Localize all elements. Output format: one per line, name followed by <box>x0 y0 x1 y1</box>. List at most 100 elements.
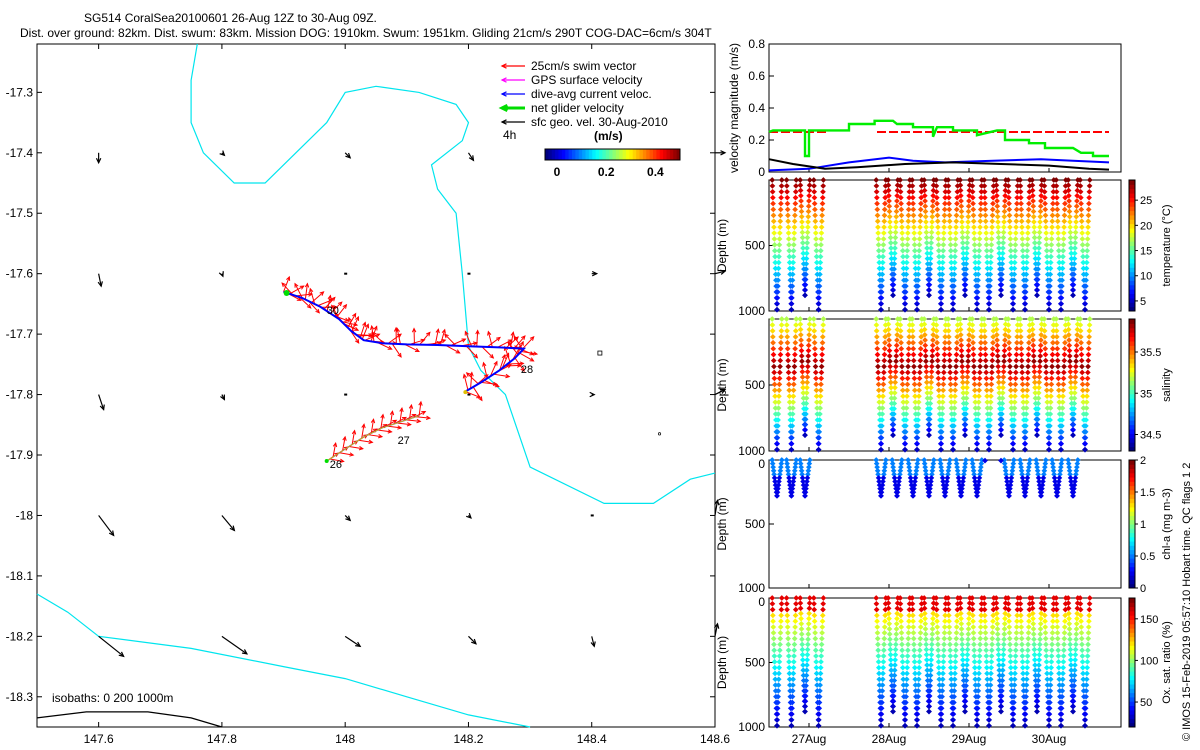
data-point <box>1053 183 1060 189</box>
data-point <box>1031 240 1038 246</box>
data-point <box>1065 177 1072 183</box>
data-point <box>990 200 996 207</box>
data-point <box>793 322 799 328</box>
data-point <box>789 429 795 435</box>
colorbar-cell <box>1129 249 1135 255</box>
data-point <box>946 333 952 340</box>
colorbar-cell <box>558 149 563 160</box>
swim-vector <box>408 403 414 419</box>
swim-vector <box>489 360 498 377</box>
data-point <box>1035 261 1042 267</box>
data-point <box>791 218 798 225</box>
data-point <box>803 271 809 278</box>
data-point <box>783 316 790 322</box>
data-point <box>950 300 957 307</box>
swim-vector <box>281 282 294 296</box>
colorbar-cell <box>1129 714 1135 719</box>
data-point <box>1006 339 1012 346</box>
data-point <box>1020 259 1027 266</box>
data-point <box>1025 224 1031 230</box>
swim-vector <box>351 429 357 445</box>
data-point <box>778 183 785 189</box>
data-point <box>817 271 823 278</box>
data-point <box>1005 322 1012 328</box>
data-point <box>898 357 905 364</box>
data-point <box>800 384 806 391</box>
data-point <box>771 375 778 382</box>
data-point <box>783 183 790 189</box>
data-point <box>803 405 809 412</box>
sfc-geo-vector <box>221 635 249 655</box>
colorbar-cell <box>1129 481 1135 487</box>
data-point <box>900 265 907 272</box>
data-point <box>1014 339 1020 346</box>
legend-4h-label: 4h <box>503 128 516 142</box>
data-point <box>1024 381 1031 388</box>
data-point <box>929 219 935 225</box>
data-point <box>972 405 979 411</box>
data-point <box>976 387 983 394</box>
data-point <box>906 183 913 189</box>
data-point <box>784 206 791 213</box>
swim-vector <box>439 328 446 346</box>
swim-vector <box>396 422 412 427</box>
title-line-1: SG514 CoralSea20100601 26-Aug 12Z to 30-… <box>84 11 377 25</box>
data-point <box>959 379 966 386</box>
data-point <box>928 234 935 241</box>
data-point <box>972 259 979 266</box>
data-point <box>942 322 949 328</box>
data-point <box>1011 411 1018 417</box>
data-point <box>893 203 900 210</box>
data-point <box>953 212 960 219</box>
data-point <box>1050 188 1057 195</box>
data-point <box>812 357 819 364</box>
data-point <box>981 322 988 328</box>
data-point <box>1032 390 1039 396</box>
data-point <box>878 306 884 313</box>
data-point <box>911 375 918 382</box>
data-point <box>1008 259 1015 266</box>
data-point <box>936 405 943 411</box>
data-point <box>879 283 885 289</box>
data-point <box>878 429 885 435</box>
data-point <box>1072 234 1079 241</box>
data-point <box>1071 250 1078 257</box>
colorbar-cell <box>545 149 549 160</box>
colorbar-cell <box>1129 536 1135 542</box>
data-point <box>791 236 797 242</box>
colorbar-cell <box>578 149 583 160</box>
data-point <box>990 333 996 340</box>
data-point <box>900 399 907 405</box>
data-point <box>791 363 798 370</box>
data-point <box>915 277 921 284</box>
data-point <box>965 353 972 359</box>
data-point <box>942 333 948 340</box>
data-point <box>875 236 882 242</box>
data-point <box>935 242 942 248</box>
depth-ytick-label: 0 <box>758 457 765 471</box>
data-point <box>820 183 827 189</box>
data-point <box>951 283 957 289</box>
data-point <box>918 194 924 201</box>
data-point <box>1043 236 1050 242</box>
data-point <box>974 295 981 301</box>
data-point <box>1018 218 1025 225</box>
data-point <box>888 250 895 257</box>
velocity-ylabel: velocity magnitude (m/s) <box>727 43 741 173</box>
swim-vector <box>462 373 469 391</box>
data-point <box>770 218 777 225</box>
data-point <box>929 342 936 349</box>
data-point <box>996 245 1002 251</box>
data-point <box>946 345 953 352</box>
legend-arrow <box>500 91 525 97</box>
data-point <box>1006 194 1012 201</box>
data-point <box>1030 342 1037 349</box>
colorbar-cell <box>582 149 586 160</box>
colorbar-cell <box>1129 214 1135 220</box>
data-point <box>910 351 917 358</box>
data-point <box>926 287 933 293</box>
data-point <box>812 363 819 370</box>
data-point <box>966 192 972 199</box>
